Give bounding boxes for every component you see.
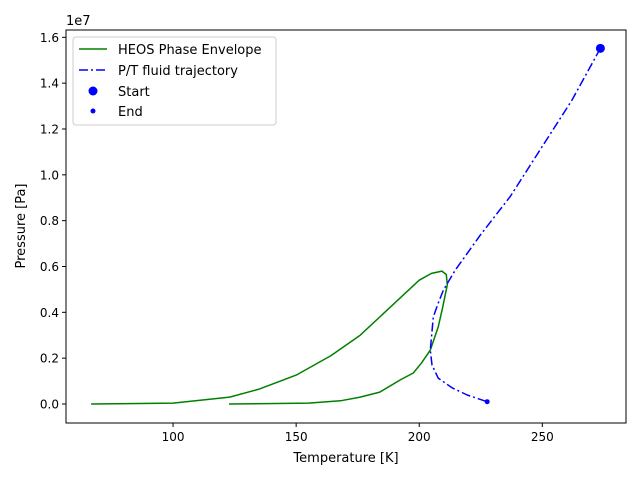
legend-box <box>72 36 277 126</box>
y-tick-label: 0.4 <box>40 306 59 320</box>
y-axis-label: Pressure [Pa] <box>14 183 29 268</box>
y-tick-label: 0.0 <box>40 397 59 411</box>
legend-marker-end <box>90 108 96 114</box>
x-tick-label: 250 <box>531 430 554 444</box>
marker-end <box>484 399 490 405</box>
series-line-trajectory <box>429 47 602 403</box>
x-tick-label: 200 <box>408 430 431 444</box>
x-axis-label: Temperature [K] <box>292 451 398 466</box>
y-tick-label: 0.8 <box>40 214 59 228</box>
y-axis: 0.0 0.2 0.4 0.6 0.8 1.0 1.2 1.4 1.6 <box>40 31 66 411</box>
legend-label-start: Start <box>118 85 150 100</box>
axes-frame <box>65 29 627 424</box>
y-tick-label: 1.4 <box>40 77 59 91</box>
y-tick-label: 1.2 <box>40 122 59 136</box>
legend-marker-start <box>88 86 98 96</box>
y-tick-label: 0.2 <box>40 352 59 366</box>
y-tick-label: 1.0 <box>40 168 59 182</box>
series-line-envelope <box>91 270 449 405</box>
x-tick-label: 100 <box>162 430 185 444</box>
plot-area <box>91 43 605 405</box>
marker-start <box>595 43 605 53</box>
legend: HEOS Phase Envelope P/T fluid trajectory… <box>72 36 277 126</box>
legend-label-envelope: HEOS Phase Envelope <box>118 43 262 58</box>
y-tick-label: 0.6 <box>40 260 59 274</box>
legend-label-trajectory: P/T fluid trajectory <box>118 64 238 79</box>
legend-label-end: End <box>118 105 143 120</box>
x-tick-label: 150 <box>285 430 308 444</box>
y-offset-label: 1e7 <box>66 14 91 29</box>
x-axis: 100 150 200 250 <box>162 423 554 444</box>
y-tick-label: 1.6 <box>40 31 59 45</box>
